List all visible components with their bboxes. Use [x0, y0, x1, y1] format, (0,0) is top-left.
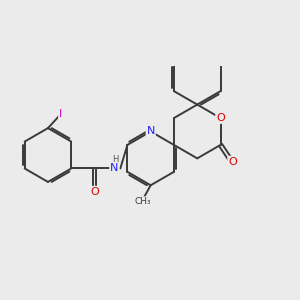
Text: N: N [146, 127, 155, 136]
Text: O: O [216, 113, 225, 123]
Text: I: I [59, 109, 62, 119]
Text: O: O [90, 187, 99, 197]
Text: CH₃: CH₃ [135, 197, 152, 206]
Text: N: N [110, 164, 118, 173]
Text: H: H [112, 154, 119, 164]
Text: O: O [228, 157, 237, 167]
